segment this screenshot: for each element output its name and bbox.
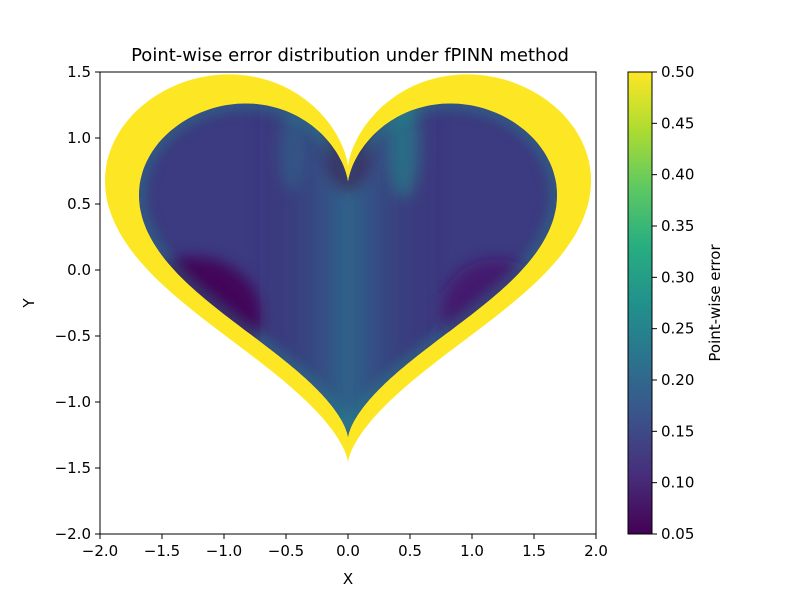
y-tick-label: −1.5: [55, 459, 91, 477]
y-tick-label: −1.0: [55, 393, 91, 411]
y-tick-label: 1.5: [67, 63, 91, 81]
y-tick-label: −2.0: [55, 525, 91, 543]
colorbar-tick-label: 0.50: [661, 63, 694, 81]
x-tick-label: 0.5: [398, 542, 422, 560]
x-axis-label: X: [343, 570, 353, 588]
x-tick-label: 0.0: [336, 542, 360, 560]
colorbar-tick-label: 0.35: [661, 217, 694, 235]
y-tick-label: −0.5: [55, 327, 91, 345]
y-axis-label: Y: [20, 298, 38, 309]
colorbar-ticks: 0.05 0.10 0.15 0.20 0.25 0.30 0.35 0.40 0.45 0.50: [652, 63, 694, 543]
y-tick-label: 0.0: [67, 261, 91, 279]
colorbar-tick-label: 0.15: [661, 422, 694, 440]
colorbar-tick-label: 0.05: [661, 525, 694, 543]
x-tick-label: −1.0: [206, 542, 242, 560]
x-axis-ticks: −2.0 −1.5 −1.0 −0.5 0.0 0.5 1.0 1.5 2.0: [82, 534, 608, 560]
y-tick-label: 0.5: [67, 195, 91, 213]
x-tick-label: −0.5: [268, 542, 304, 560]
y-tick-label: 1.0: [67, 129, 91, 147]
colorbar-tick-label: 0.40: [661, 166, 694, 184]
x-tick-label: −1.5: [144, 542, 180, 560]
chart-title: Point-wise error distribution under fPIN…: [131, 45, 569, 66]
x-tick-label: −2.0: [82, 542, 118, 560]
colorbar: [627, 71, 653, 535]
colorbar-tick-label: 0.10: [661, 474, 694, 492]
x-tick-label: 1.0: [460, 542, 484, 560]
x-tick-label: 2.0: [584, 542, 608, 560]
colorbar-label: Point-wise error: [706, 244, 724, 362]
x-tick-label: 1.5: [522, 542, 546, 560]
colorbar-tick-label: 0.25: [661, 320, 694, 338]
colorbar-tick-label: 0.30: [661, 268, 694, 286]
colorbar-tick-label: 0.45: [661, 114, 694, 132]
y-axis-ticks: −2.0 −1.5 −1.0 −0.5 0.0 0.5 1.0 1.5: [55, 63, 100, 543]
colorbar-tick-label: 0.20: [661, 371, 694, 389]
